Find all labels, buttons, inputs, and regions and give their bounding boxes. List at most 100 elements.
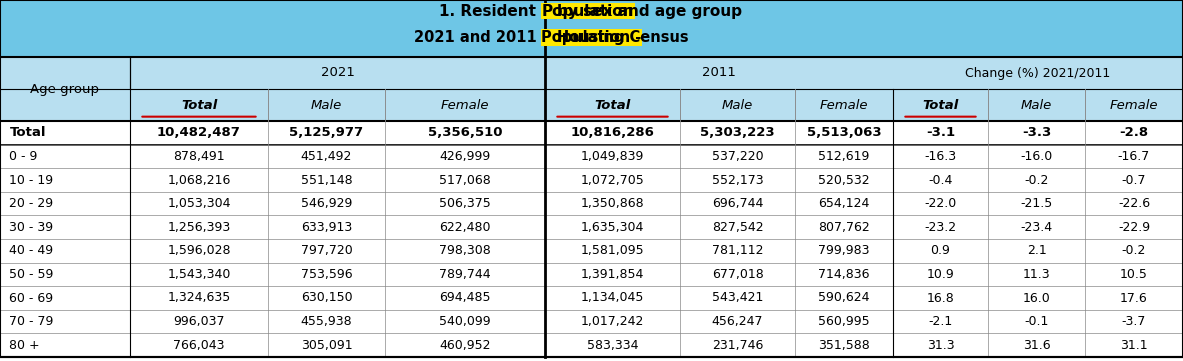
Text: 1,072,705: 1,072,705 (581, 174, 645, 187)
Bar (0, 262, 1183, 286)
Text: by sex and age group: by sex and age group (557, 4, 742, 19)
Text: 30 - 39: 30 - 39 (9, 221, 53, 234)
Bar (0, 57, 1183, 89)
Bar (0, 216, 1183, 239)
Text: 560,995: 560,995 (819, 315, 870, 328)
Text: -0.2: -0.2 (1121, 244, 1146, 257)
Text: 1,350,868: 1,350,868 (581, 197, 645, 210)
Bar (0, 121, 1183, 145)
Text: 5,303,223: 5,303,223 (700, 126, 775, 139)
Text: 16.8: 16.8 (926, 291, 955, 304)
Bar (0, 192, 1183, 216)
Text: 799,983: 799,983 (819, 244, 870, 257)
Text: -3.1: -3.1 (926, 126, 955, 139)
Text: 2.1: 2.1 (1027, 244, 1047, 257)
Text: -22.0: -22.0 (924, 197, 957, 210)
Text: 696,744: 696,744 (712, 197, 763, 210)
Text: Male: Male (311, 99, 342, 112)
Text: Female: Female (441, 99, 490, 112)
Text: 546,929: 546,929 (300, 197, 353, 210)
Bar (0, 334, 1183, 357)
Text: 1,635,304: 1,635,304 (581, 221, 645, 234)
Text: 552,173: 552,173 (712, 174, 763, 187)
Text: Female: Female (1110, 99, 1158, 112)
Text: 2021 and 2011: 2021 and 2011 (414, 30, 542, 45)
Text: 753,596: 753,596 (300, 268, 353, 281)
Bar (0, 145, 1183, 168)
Text: 351,588: 351,588 (819, 339, 870, 352)
Text: 31.6: 31.6 (1022, 339, 1051, 352)
Text: 1,053,304: 1,053,304 (167, 197, 231, 210)
Text: Total: Total (181, 99, 218, 112)
Text: 5,125,977: 5,125,977 (290, 126, 363, 139)
Text: 2011: 2011 (702, 66, 736, 79)
Text: 1. Resident: 1. Resident (439, 4, 542, 19)
Text: 231,746: 231,746 (712, 339, 763, 352)
Text: 583,334: 583,334 (587, 339, 639, 352)
Text: Female: Female (820, 99, 868, 112)
Bar (0, 168, 1183, 192)
Bar (0, 286, 1183, 310)
Text: 60 - 69: 60 - 69 (9, 291, 53, 304)
Text: 789,744: 789,744 (439, 268, 491, 281)
Text: 2021: 2021 (321, 66, 355, 79)
Text: 1,543,340: 1,543,340 (167, 268, 231, 281)
Text: 451,492: 451,492 (300, 150, 353, 163)
Text: -3.3: -3.3 (1022, 126, 1052, 139)
Text: 506,375: 506,375 (439, 197, 491, 210)
Text: -22.6: -22.6 (1118, 197, 1150, 210)
Bar (0, 310, 1183, 334)
Bar (0, 239, 1183, 262)
Text: 1,134,045: 1,134,045 (581, 291, 645, 304)
Text: 714,836: 714,836 (819, 268, 870, 281)
Text: 0 - 9: 0 - 9 (9, 150, 38, 163)
Text: -16.0: -16.0 (1021, 150, 1053, 163)
Text: 766,043: 766,043 (173, 339, 225, 352)
Text: Male: Male (1021, 99, 1052, 112)
Text: 540,099: 540,099 (439, 315, 491, 328)
Text: 16.0: 16.0 (1022, 291, 1051, 304)
Text: 543,421: 543,421 (712, 291, 763, 304)
Text: 1,256,393: 1,256,393 (167, 221, 231, 234)
Text: -2.8: -2.8 (1119, 126, 1149, 139)
Text: -23.2: -23.2 (924, 221, 957, 234)
Text: 70 - 79: 70 - 79 (9, 315, 54, 328)
Text: -21.5: -21.5 (1021, 197, 1053, 210)
Text: 5,513,063: 5,513,063 (807, 126, 881, 139)
Text: 10,816,286: 10,816,286 (570, 126, 654, 139)
Text: 590,624: 590,624 (819, 291, 870, 304)
Text: Change (%) 2021/2011: Change (%) 2021/2011 (965, 66, 1111, 79)
Bar (0, 0, 1183, 57)
Text: -0.7: -0.7 (1121, 174, 1146, 187)
Text: 1,017,242: 1,017,242 (581, 315, 645, 328)
Text: 622,480: 622,480 (439, 221, 491, 234)
Text: 31.1: 31.1 (1120, 339, 1148, 352)
Text: 10.5: 10.5 (1120, 268, 1148, 281)
Text: -3.7: -3.7 (1121, 315, 1146, 328)
Text: 797,720: 797,720 (300, 244, 353, 257)
Text: 1,324,635: 1,324,635 (167, 291, 231, 304)
Text: 305,091: 305,091 (300, 339, 353, 352)
Text: 40 - 49: 40 - 49 (9, 244, 53, 257)
Text: 10.9: 10.9 (926, 268, 955, 281)
Text: -23.4: -23.4 (1021, 221, 1053, 234)
Text: 633,913: 633,913 (300, 221, 353, 234)
Text: 10 - 19: 10 - 19 (9, 174, 53, 187)
Text: 17.6: 17.6 (1120, 291, 1148, 304)
Text: Population: Population (542, 4, 634, 19)
Text: -16.3: -16.3 (924, 150, 957, 163)
Text: Male: Male (722, 99, 754, 112)
Text: 31.3: 31.3 (926, 339, 955, 352)
Text: 1,049,839: 1,049,839 (581, 150, 645, 163)
Text: -0.4: -0.4 (929, 174, 952, 187)
Text: 996,037: 996,037 (173, 315, 225, 328)
Text: 1,581,095: 1,581,095 (581, 244, 645, 257)
Text: 654,124: 654,124 (819, 197, 870, 210)
Text: 456,247: 456,247 (712, 315, 763, 328)
Text: 5,356,510: 5,356,510 (428, 126, 503, 139)
Text: Population -: Population - (542, 30, 641, 45)
Text: 80 +: 80 + (9, 339, 40, 352)
Text: 807,762: 807,762 (819, 221, 870, 234)
Text: -0.1: -0.1 (1024, 315, 1048, 328)
Text: 1,068,216: 1,068,216 (167, 174, 231, 187)
